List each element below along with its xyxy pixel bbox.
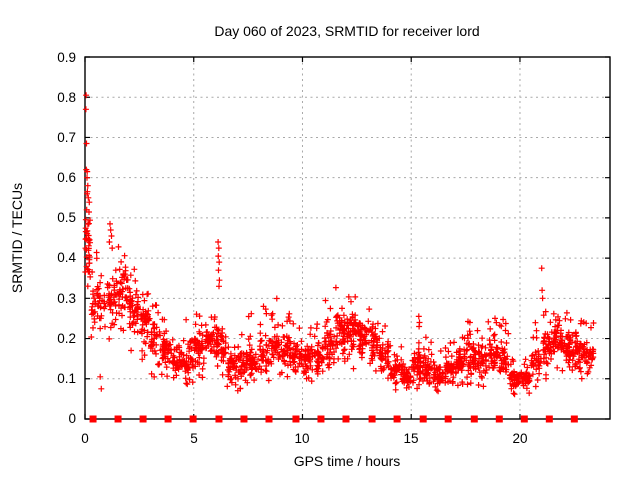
x-tick-label-15: 15 — [403, 431, 419, 446]
y-tick-label-0.9: 0.9 — [57, 50, 76, 65]
y-tick-label-0.0: 0 — [68, 411, 76, 426]
x-tick-label-20: 20 — [512, 431, 528, 446]
y-tick-label-0.3: 0.3 — [57, 291, 76, 306]
x-axis-label: GPS time / hours — [293, 453, 401, 469]
x-tick-label-10: 10 — [294, 431, 310, 446]
x-tick-label-0: 0 — [81, 431, 89, 446]
y-tick-label-0.1: 0.1 — [57, 371, 76, 386]
y-tick-label-0.6: 0.6 — [57, 170, 76, 185]
scatter-points-srmtid — [82, 92, 597, 398]
y-tick-label-0.5: 0.5 — [57, 210, 76, 225]
y-tick-label-0.2: 0.2 — [57, 331, 76, 346]
y-tick-label-0.8: 0.8 — [57, 90, 76, 105]
y-tick-label-0.7: 0.7 — [57, 130, 76, 145]
chart-title: Day 060 of 2023, SRMTID for receiver lor… — [214, 23, 480, 39]
y-tick-label-0.4: 0.4 — [57, 250, 76, 265]
x-tick-label-5: 5 — [190, 431, 198, 446]
y-axis-label: SRMTID / TECUs — [9, 182, 25, 294]
